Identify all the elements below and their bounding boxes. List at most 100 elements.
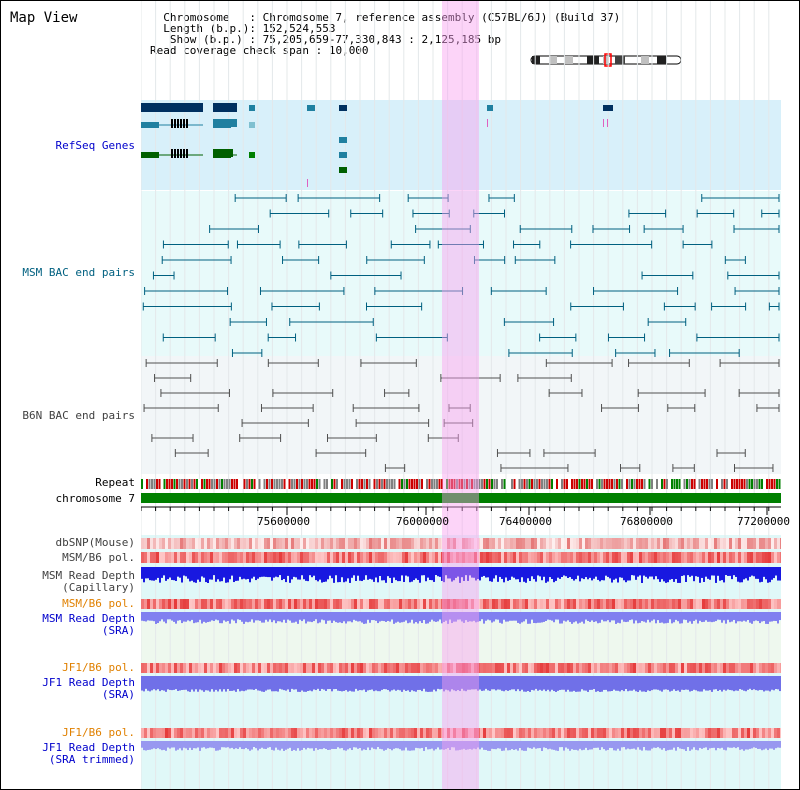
heat-cell [594, 538, 597, 549]
repeat-bar [591, 479, 593, 489]
depth-bar [253, 741, 255, 748]
depth-bar [663, 612, 665, 624]
refseq-exon [186, 119, 188, 128]
depth-bar [753, 567, 755, 577]
jf1-b6-pol-label[interactable]: JF1/B6 pol. [62, 661, 135, 674]
depth-bar [409, 612, 411, 623]
heat-cell [222, 728, 225, 738]
msm-b6-pol-label[interactable]: MSM/B6 pol. [62, 551, 135, 564]
depth-bar [599, 741, 601, 750]
heat-cell [297, 599, 300, 609]
track-area[interactable]: 75600000 76000000 76400000 76800000 7720… [141, 1, 790, 790]
msm-b6-pol-sra-label[interactable]: MSM/B6 pol. [62, 597, 135, 610]
repeat-bar [741, 479, 743, 489]
heat-cell [627, 599, 630, 609]
depth-bar [153, 676, 155, 690]
heat-cell [711, 599, 714, 609]
heat-cell [777, 599, 780, 609]
depth-bar [721, 741, 723, 748]
jf1-read-depth-trimmed-label[interactable]: JF1 Read Depth (SRA trimmed) [42, 741, 135, 766]
depth-bar [223, 741, 225, 748]
heat-cell [651, 663, 654, 673]
depth-bar [567, 567, 569, 578]
depth-bar [231, 567, 233, 576]
depth-bar [521, 612, 523, 623]
heat-cell [333, 728, 336, 738]
heat-cell [291, 538, 294, 549]
heat-cell [246, 663, 249, 673]
heat-cell [144, 663, 147, 673]
heat-cell [402, 728, 405, 738]
repeat-bar [283, 479, 286, 489]
depth-bar [745, 741, 747, 750]
depth-bar [577, 567, 579, 576]
heat-cell [720, 538, 723, 549]
dbsnp-label[interactable]: dbSNP(Mouse) [55, 536, 135, 549]
jf1-read-depth-sra-label[interactable]: JF1 Read Depth (SRA) [42, 676, 135, 701]
msm-bac-label[interactable]: MSM BAC end pairs [22, 266, 135, 279]
heat-cell [264, 552, 267, 563]
depth-bar [695, 676, 697, 691]
depth-bar [569, 676, 571, 692]
heat-cell [396, 728, 399, 738]
depth-bar [471, 741, 473, 750]
depth-bar [373, 741, 375, 749]
depth-bar [191, 567, 193, 581]
heat-cell [357, 538, 360, 549]
depth-bar [261, 741, 263, 748]
depth-bar [211, 676, 213, 690]
depth-bar [345, 567, 347, 582]
depth-bar [161, 741, 163, 751]
heat-cell [540, 663, 543, 673]
depth-bar [149, 612, 151, 621]
heat-cell [411, 728, 414, 738]
heat-cell [609, 663, 612, 673]
depth-bar [777, 612, 779, 624]
heat-cell [354, 728, 357, 738]
refseq-genes-label[interactable]: RefSeq Genes [55, 139, 135, 152]
repeat-bar [458, 479, 461, 489]
depth-bar [341, 741, 343, 749]
depth-bar [533, 741, 535, 748]
heat-cell [582, 728, 585, 738]
heat-cell [411, 538, 414, 549]
heat-cell [564, 663, 567, 673]
depth-bar [311, 676, 313, 692]
heat-cell [576, 552, 579, 563]
heat-cell [261, 599, 264, 609]
depth-bar [453, 567, 455, 581]
depth-bar [291, 612, 293, 623]
depth-bar [189, 567, 191, 582]
msm-read-depth-capillary-label[interactable]: MSM Read Depth (Capillary) [42, 569, 135, 594]
heat-cell [618, 599, 621, 609]
b6n-bac-label[interactable]: B6N BAC end pairs [22, 409, 135, 422]
depth-bar [493, 612, 495, 622]
heat-cell [660, 599, 663, 609]
heat-cell [750, 663, 753, 673]
chromosome-ideogram[interactable] [529, 53, 685, 67]
selected-region-highlight[interactable] [442, 1, 479, 789]
heat-cell [636, 599, 639, 609]
heat-cell [183, 728, 186, 738]
depth-bar [607, 741, 609, 750]
depth-bar [777, 567, 779, 581]
heat-cell [600, 599, 603, 609]
heat-cell [264, 538, 267, 549]
heat-cell [534, 599, 537, 609]
jf1-b6-pol-trimmed-label[interactable]: JF1/B6 pol. [62, 726, 135, 739]
heat-cell [489, 663, 492, 673]
depth-bar [753, 612, 755, 622]
depth-bar [371, 612, 373, 621]
depth-bar [287, 676, 289, 690]
depth-bar [379, 741, 381, 749]
depth-bar [265, 741, 267, 750]
repeat-bar [431, 479, 433, 489]
heat-cell [558, 552, 561, 563]
feature-layer[interactable] [141, 1, 781, 790]
heat-cell [288, 663, 291, 673]
heat-cell [153, 538, 156, 549]
heat-cell [735, 599, 738, 609]
depth-bar [215, 741, 217, 751]
msm-read-depth-sra-label[interactable]: MSM Read Depth (SRA) [42, 612, 135, 637]
depth-bar [455, 612, 457, 622]
